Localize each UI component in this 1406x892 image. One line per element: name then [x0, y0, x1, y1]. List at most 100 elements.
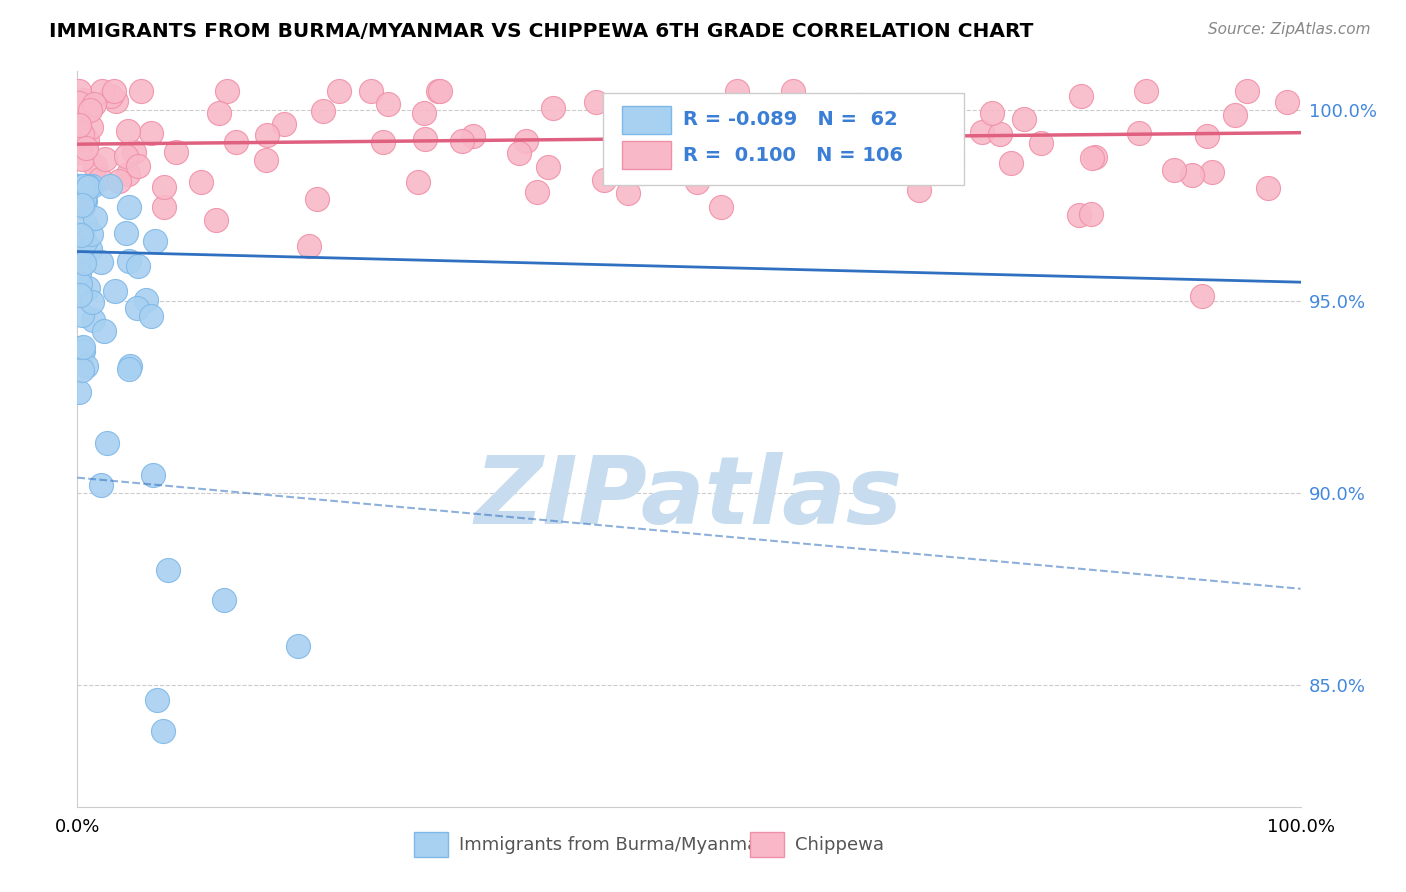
- FancyBboxPatch shape: [603, 94, 965, 186]
- Point: [67, 118, 90, 132]
- Point: [800, 156, 823, 170]
- Point: [508, 146, 530, 161]
- Point: [93, 152, 115, 166]
- Point: [72, 232, 94, 246]
- Point: [117, 124, 139, 138]
- Point: [800, 102, 823, 116]
- Point: [980, 106, 1002, 120]
- Point: [782, 83, 804, 97]
- Point: [82, 313, 104, 327]
- Point: [908, 183, 931, 197]
- Point: [77, 179, 100, 194]
- Point: [83, 96, 105, 111]
- Point: [377, 97, 399, 112]
- Point: [152, 723, 174, 738]
- Point: [90, 255, 112, 269]
- Point: [153, 179, 176, 194]
- Point: [69, 341, 91, 355]
- Point: [146, 693, 169, 707]
- Point: [617, 186, 640, 200]
- Bar: [413, 832, 449, 857]
- Point: [69, 179, 91, 194]
- Point: [84, 159, 107, 173]
- Point: [118, 359, 141, 373]
- Point: [1070, 89, 1092, 103]
- Point: [634, 153, 657, 168]
- Text: R = -0.089   N =  62: R = -0.089 N = 62: [683, 111, 897, 129]
- Point: [638, 126, 661, 140]
- Point: [76, 180, 98, 194]
- Point: [135, 293, 157, 308]
- Point: [873, 115, 896, 129]
- Point: [526, 186, 548, 200]
- Point: [190, 175, 212, 189]
- Point: [73, 106, 96, 120]
- Bar: [751, 832, 785, 857]
- Point: [69, 188, 91, 202]
- Point: [84, 211, 107, 226]
- Point: [1201, 165, 1223, 179]
- Point: [131, 83, 153, 97]
- Point: [988, 127, 1011, 141]
- Point: [100, 88, 122, 103]
- Point: [67, 142, 90, 156]
- Point: [866, 145, 889, 159]
- Point: [127, 159, 149, 173]
- Point: [93, 324, 115, 338]
- Point: [69, 277, 91, 291]
- Point: [1084, 150, 1107, 164]
- Point: [254, 153, 277, 168]
- Point: [67, 227, 90, 241]
- Point: [67, 145, 90, 160]
- Point: [124, 145, 146, 160]
- Point: [115, 149, 138, 163]
- Bar: [621, 106, 671, 134]
- Point: [537, 160, 560, 174]
- Text: Source: ZipAtlas.com: Source: ZipAtlas.com: [1208, 22, 1371, 37]
- Point: [115, 226, 138, 240]
- Point: [463, 129, 485, 144]
- Point: [972, 125, 994, 139]
- Point: [127, 301, 149, 315]
- Point: [69, 288, 91, 302]
- Point: [1236, 83, 1258, 97]
- Point: [212, 593, 235, 607]
- Point: [624, 162, 647, 177]
- Point: [941, 152, 963, 166]
- Point: [841, 144, 863, 158]
- Point: [686, 176, 709, 190]
- Point: [426, 83, 449, 97]
- Point: [298, 239, 321, 253]
- Point: [1191, 289, 1213, 303]
- Point: [1181, 168, 1204, 182]
- Point: [127, 259, 149, 273]
- Point: [79, 103, 101, 118]
- Point: [1029, 136, 1052, 150]
- Point: [75, 141, 97, 155]
- Point: [256, 128, 278, 142]
- Point: [70, 198, 93, 212]
- Point: [90, 83, 112, 97]
- Point: [70, 152, 93, 166]
- Point: [90, 478, 112, 492]
- Point: [205, 213, 228, 227]
- Point: [139, 126, 162, 140]
- Point: [287, 640, 309, 654]
- Point: [408, 175, 430, 189]
- Point: [849, 97, 872, 112]
- Point: [79, 242, 101, 256]
- Point: [118, 361, 141, 376]
- Point: [893, 145, 915, 160]
- Point: [72, 195, 94, 210]
- Point: [797, 129, 820, 144]
- Point: [1225, 108, 1247, 122]
- Point: [67, 179, 90, 194]
- Point: [328, 83, 350, 97]
- Point: [515, 134, 537, 148]
- Point: [117, 253, 139, 268]
- Point: [1067, 208, 1090, 222]
- Point: [1135, 83, 1157, 97]
- Point: [73, 179, 96, 194]
- Point: [104, 284, 127, 298]
- Point: [67, 267, 90, 281]
